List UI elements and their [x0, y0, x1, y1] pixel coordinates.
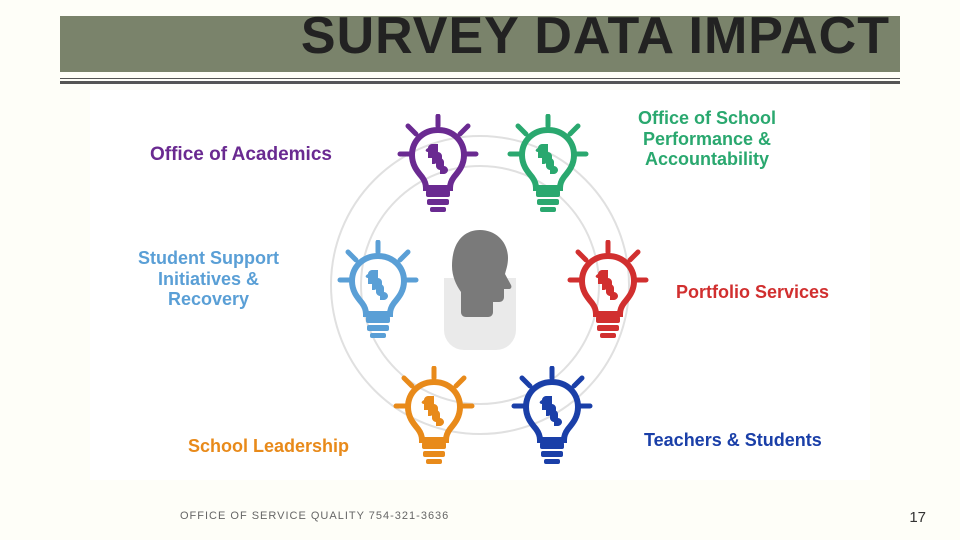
label-student: Student SupportInitiatives &Recovery — [138, 248, 279, 310]
footer-office: OFFICE OF SERVICE QUALITY 754-321-3636 — [180, 510, 449, 522]
label-academics: Office of Academics — [150, 144, 332, 166]
label-leadership: School Leadership — [188, 436, 349, 457]
head-silhouette — [438, 226, 522, 326]
label-teachers: Teachers & Students — [644, 430, 822, 451]
bulb-icon-leadership — [390, 366, 478, 466]
slide-title: SURVEY DATA IMPACT — [301, 6, 890, 66]
label-portfolio: Portfolio Services — [676, 282, 829, 303]
bulb-icon-portfolio — [564, 240, 652, 340]
title-underline — [60, 78, 900, 84]
bulb-icon-schoolperf — [504, 114, 592, 214]
head-icon — [430, 230, 530, 340]
bulb-icon-teachers — [508, 366, 596, 466]
label-schoolperf: Office of SchoolPerformance &Accountabil… — [638, 108, 776, 170]
bulb-icon-student — [334, 240, 422, 340]
slide: SURVEY DATA IMPACT Office of Academics — [0, 0, 960, 540]
page-number: 17 — [909, 509, 926, 526]
bulb-icon-academics — [394, 114, 482, 214]
diagram-area: Office of Academics Office of SchoolPerf… — [90, 90, 870, 480]
